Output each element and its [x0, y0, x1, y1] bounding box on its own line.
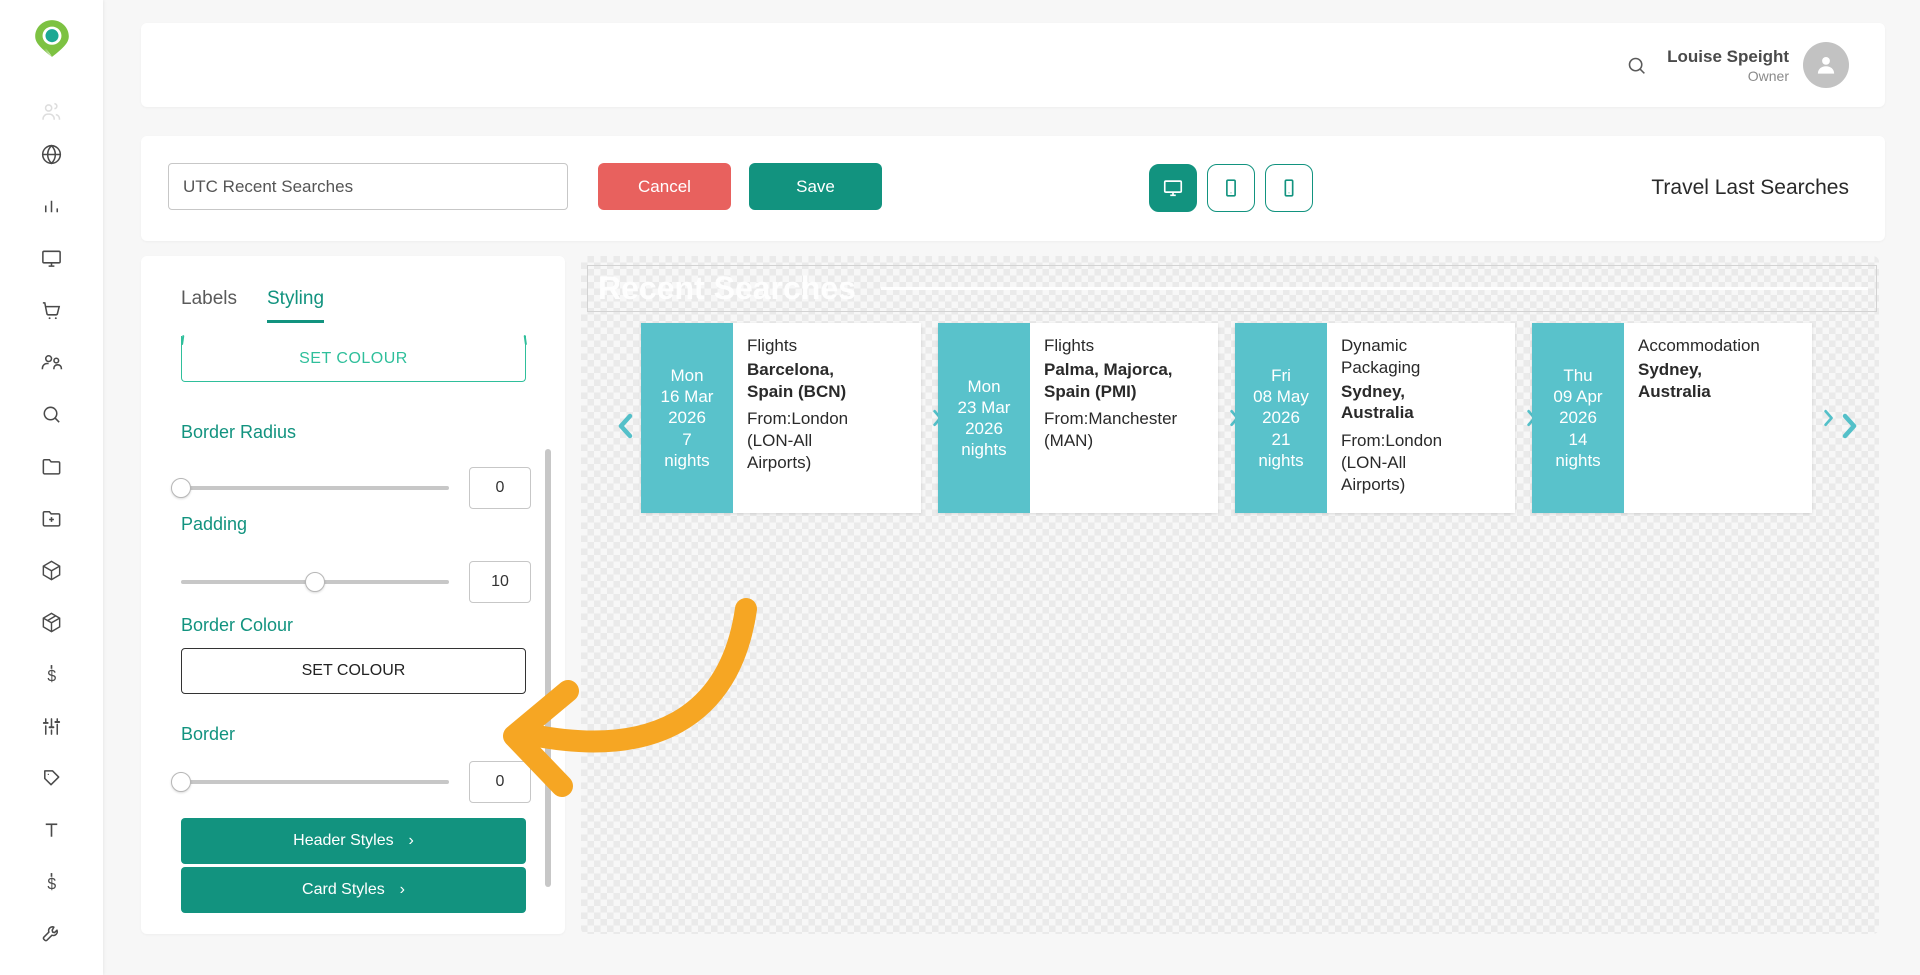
svg-text:$: $ — [47, 668, 56, 685]
svg-text:$: $ — [47, 876, 56, 893]
